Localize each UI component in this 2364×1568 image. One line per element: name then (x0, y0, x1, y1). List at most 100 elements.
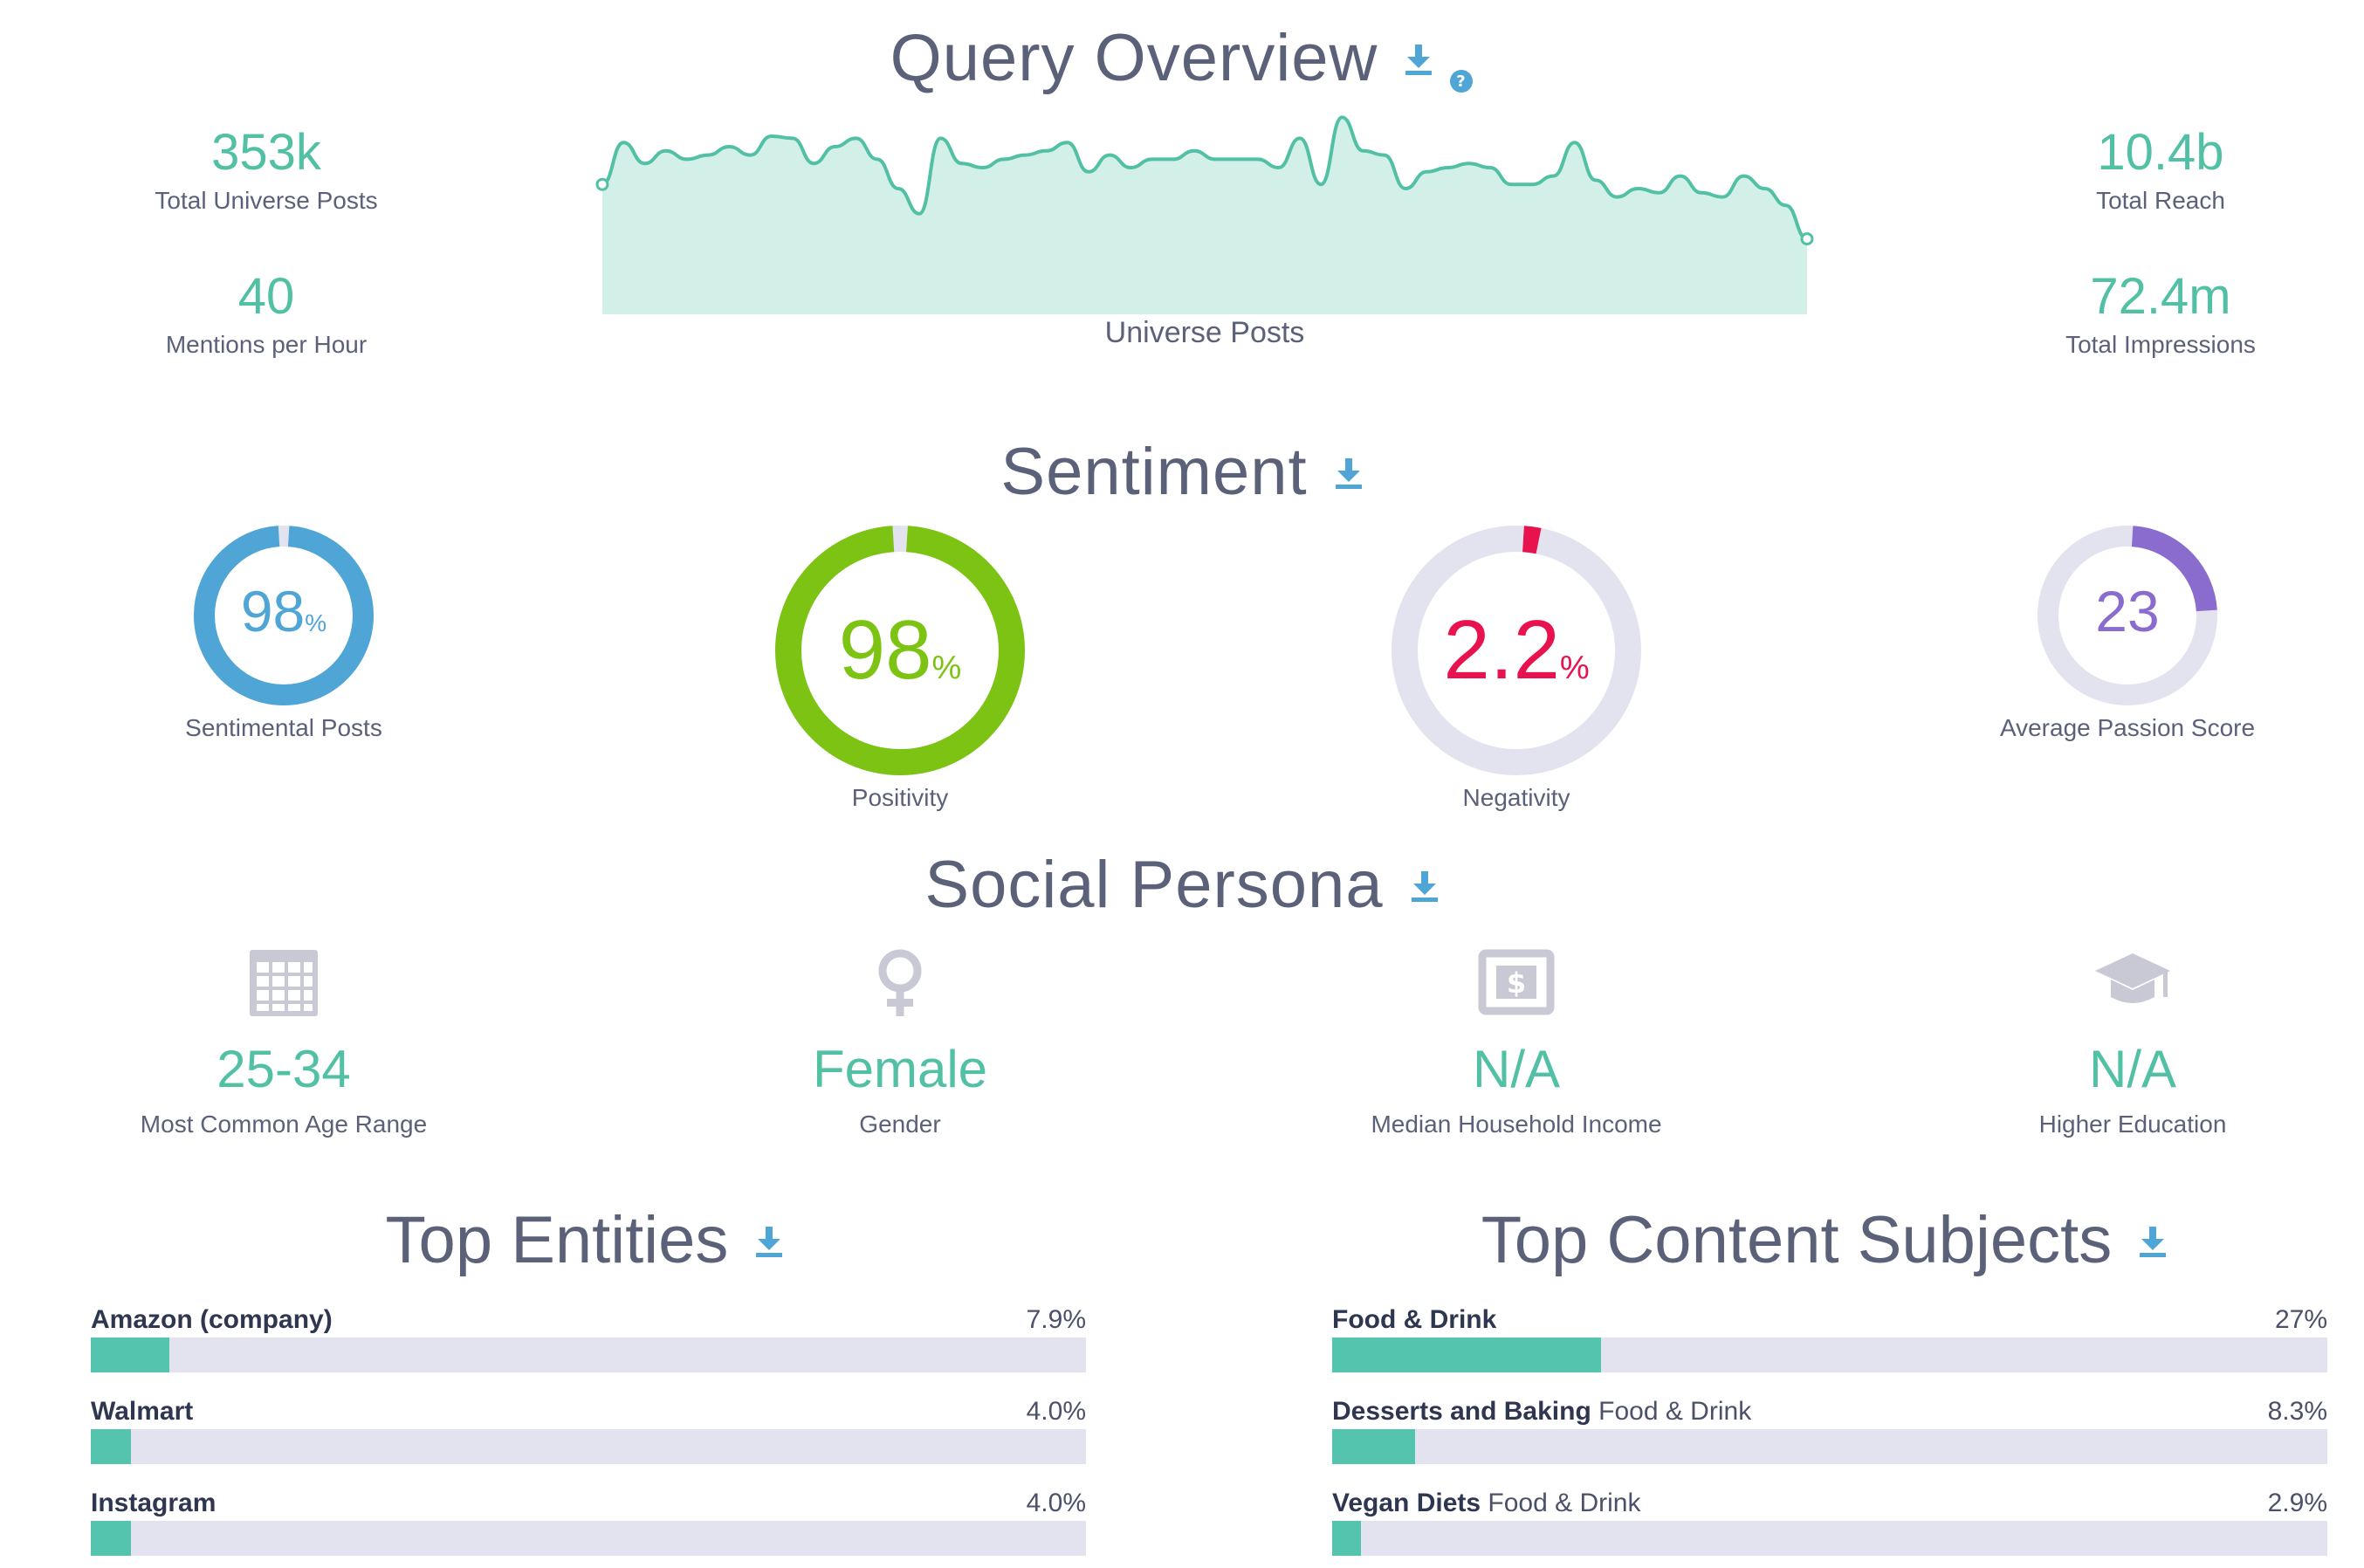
progress-track (91, 1429, 1086, 1464)
subject-percent: 8.3% (2267, 1397, 2327, 1426)
entity-name: Instagram (91, 1486, 216, 1521)
total-impressions-label: Total Impressions (2065, 331, 2256, 358)
entity-name-text: Instagram (91, 1489, 216, 1517)
subject-percent: 27% (2274, 1305, 2327, 1334)
subject-name-text: Desserts and Baking (1332, 1397, 1591, 1426)
chart-end-point (1800, 232, 1814, 246)
universe-posts-chart-label: Universe Posts (1104, 316, 1305, 349)
negativity-number: 2.2 (1443, 603, 1560, 697)
negativity-label: Negativity (1462, 784, 1570, 811)
top-content-subjects-list: Food & Drink 27% Desserts and Baking Foo… (1332, 1303, 2327, 1568)
chart-start-point (595, 177, 609, 191)
subject-category: Food & Drink (1488, 1489, 1641, 1517)
positivity-number: 98 (838, 603, 932, 697)
total-universe-posts-label: Total Universe Posts (155, 187, 378, 214)
sentiment-heading: Sentiment (0, 430, 2364, 510)
svg-text:$: $ (1507, 966, 1526, 1000)
top-entities-list: Amazon (company) 7.9% Walmart 4.0% Insta… (91, 1303, 1086, 1568)
graduation-cap-icon (2093, 943, 2172, 1021)
progress-track (1332, 1521, 2327, 1556)
progress-track (91, 1521, 1086, 1556)
sentimental-posts-donut (194, 526, 374, 705)
passion-score-donut (2038, 526, 2217, 705)
subject-percent: 2.9% (2267, 1489, 2327, 1517)
sentimental-posts-unit: % (305, 609, 327, 636)
negativity-value: 2.2% (1390, 602, 1643, 698)
age-range-persona: 25-34 Most Common Age Range (39, 943, 528, 1142)
entity-percent: 4.0% (1026, 1489, 1086, 1517)
household-income-persona: $ N/A Median Household Income (1272, 943, 1761, 1142)
passion-score-label: Average Passion Score (1999, 714, 2256, 741)
age-range-label: Most Common Age Range (140, 1111, 428, 1138)
subject-category: Food & Drink (1598, 1397, 1752, 1426)
positivity-donut (775, 526, 1025, 775)
total-universe-posts-stat: 353k Total Universe Posts (4, 122, 528, 218)
chart-series-line (601, 115, 1808, 241)
progress-fill (91, 1429, 131, 1464)
sentimental-posts-label: Sentimental Posts (185, 714, 382, 741)
entity-name-text: Walmart (91, 1397, 194, 1426)
total-reach-value: 10.4b (2097, 124, 2224, 181)
progress-track (1332, 1338, 2327, 1372)
download-icon[interactable] (1334, 455, 1364, 490)
progress-fill (91, 1338, 170, 1372)
mentions-per-hour-value: 40 (237, 268, 295, 325)
query-overview-title: Query Overview (890, 21, 1378, 96)
svg-text:?: ? (1457, 72, 1467, 91)
top-content-subjects-title: Top Content Subjects (1481, 1203, 2113, 1278)
subject-name: Food & Drink (1332, 1303, 1496, 1338)
download-icon[interactable] (754, 1223, 784, 1258)
household-income-label: Median Household Income (1371, 1111, 1662, 1138)
gender-persona: Female Gender (656, 943, 1144, 1142)
entity-percent: 7.9% (1026, 1305, 1086, 1334)
total-impressions-value: 72.4m (2090, 268, 2231, 325)
progress-fill (91, 1521, 131, 1556)
negativity-unit: % (1559, 650, 1590, 686)
list-item[interactable]: Vegan Diets Food & Drink 2.9% (1332, 1486, 2327, 1568)
top-entities-heading: Top Entities (87, 1198, 1082, 1278)
subject-name: Vegan Diets Food & Drink (1332, 1486, 1641, 1521)
entity-name: Amazon (company) (91, 1303, 333, 1338)
social-persona-heading: Social Persona (0, 842, 2364, 923)
donut-value-arc (194, 526, 374, 705)
sentiment-title: Sentiment (1000, 435, 1308, 510)
list-item[interactable]: Desserts and Baking Food & Drink 8.3% (1332, 1394, 2327, 1486)
progress-fill (1332, 1521, 1362, 1556)
sentimental-posts-number: 98 (240, 579, 306, 643)
calendar-icon (244, 943, 323, 1021)
universe-posts-chart[interactable] (594, 105, 1816, 332)
help-icon[interactable]: ? (1449, 33, 1474, 93)
list-item[interactable]: Instagram 4.0% (91, 1486, 1086, 1568)
progress-fill (1332, 1338, 1601, 1372)
household-income-value: N/A (1472, 1040, 1561, 1098)
subject-name-text: Vegan Diets (1332, 1489, 1481, 1517)
list-item[interactable]: Walmart 4.0% (91, 1394, 1086, 1486)
top-content-subjects-heading: Top Content Subjects (1327, 1198, 2322, 1278)
download-icon[interactable] (2138, 1223, 2168, 1258)
progress-track (1332, 1429, 2327, 1464)
positivity-value: 98% (773, 602, 1027, 698)
positivity-label: Positivity (851, 784, 949, 811)
female-icon (861, 943, 939, 1021)
download-icon[interactable] (1410, 868, 1440, 903)
download-icon[interactable] (1404, 41, 1433, 76)
top-entities-title: Top Entities (385, 1203, 729, 1278)
higher-education-value: N/A (2088, 1040, 2177, 1098)
progress-track (91, 1338, 1086, 1372)
total-universe-posts-value: 353k (211, 124, 321, 181)
sentimental-posts-value: 98% (192, 578, 375, 644)
higher-education-label: Higher Education (2038, 1111, 2227, 1138)
subject-name-text: Food & Drink (1332, 1305, 1497, 1334)
query-overview-heading: Query Overview? (0, 16, 2364, 96)
entity-name: Walmart (91, 1394, 193, 1429)
universe-posts-chart-svg (595, 115, 1814, 314)
list-item[interactable]: Amazon (company) 7.9% (91, 1303, 1086, 1394)
total-reach-label: Total Reach (2096, 187, 2225, 214)
gender-value: Female (812, 1040, 988, 1098)
gender-label: Gender (859, 1111, 941, 1138)
mentions-per-hour-label: Mentions per Hour (165, 331, 368, 358)
subject-name: Desserts and Baking Food & Drink (1332, 1394, 1751, 1429)
donut-track (2038, 526, 2217, 705)
positivity-unit: % (931, 650, 962, 686)
list-item[interactable]: Food & Drink 27% (1332, 1303, 2327, 1394)
